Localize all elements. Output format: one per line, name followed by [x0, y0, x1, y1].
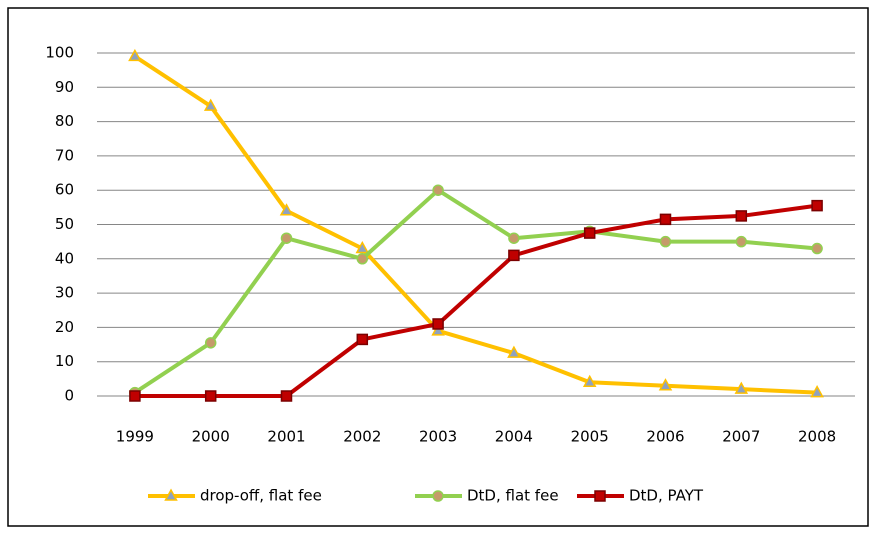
y-tick-label: 10: [55, 352, 74, 370]
y-tick-label: 90: [55, 78, 74, 96]
y-tick-label: 50: [55, 215, 74, 233]
marker: [355, 240, 370, 254]
marker: [356, 253, 369, 265]
x-tick-label: 2006: [646, 428, 684, 446]
marker: [280, 390, 293, 402]
x-tick-label: 2004: [495, 428, 533, 446]
marker: [203, 98, 218, 111]
marker: [356, 333, 369, 346]
x-tick-label: 2007: [722, 428, 760, 446]
marker: [659, 213, 672, 226]
legend-label: drop-off, flat fee: [200, 487, 322, 505]
marker: [811, 242, 823, 255]
marker: [659, 235, 672, 248]
y-tick-label: 100: [45, 44, 74, 62]
legend-marker: [164, 488, 178, 501]
y-tick-label: 0: [64, 387, 74, 405]
y-tick-label: 30: [55, 284, 74, 302]
series-line: [133, 188, 818, 395]
marker: [583, 227, 596, 239]
x-tick-label: 2005: [571, 428, 609, 446]
y-tick-label: 60: [55, 181, 74, 199]
marker: [582, 374, 597, 388]
legend-marker: [594, 490, 606, 502]
marker: [279, 203, 294, 216]
marker: [432, 318, 444, 330]
legend-marker: [432, 490, 444, 502]
marker: [128, 48, 142, 62]
y-tick-label: 70: [55, 146, 74, 164]
x-tick-label: 2001: [267, 428, 305, 446]
marker: [280, 232, 293, 244]
y-tick-label: 20: [55, 318, 74, 336]
marker: [129, 390, 141, 402]
x-tick-label: 2002: [343, 428, 381, 446]
legend-label: DtD, PAYT: [629, 487, 704, 505]
marker: [204, 337, 217, 349]
marker: [811, 199, 823, 212]
legend-label: DtD, flat fee: [467, 487, 559, 505]
marker: [432, 184, 444, 196]
marker: [507, 345, 521, 358]
x-tick-label: 2008: [798, 428, 836, 446]
series-line: [134, 203, 818, 398]
x-tick-label: 2003: [419, 428, 457, 446]
marker: [734, 381, 749, 394]
marker: [204, 390, 217, 402]
marker: [508, 249, 520, 262]
marker: [431, 323, 445, 336]
marker: [658, 378, 673, 391]
y-tick-label: 40: [55, 249, 74, 267]
marker: [508, 232, 520, 244]
marker: [810, 385, 824, 398]
x-tick-label: 2000: [192, 428, 230, 446]
marker: [735, 210, 748, 222]
marker: [735, 235, 748, 248]
y-tick-label: 80: [55, 112, 74, 130]
x-tick-label: 1999: [116, 428, 154, 446]
chart-frame: [7, 7, 869, 527]
series-line: [133, 54, 818, 395]
